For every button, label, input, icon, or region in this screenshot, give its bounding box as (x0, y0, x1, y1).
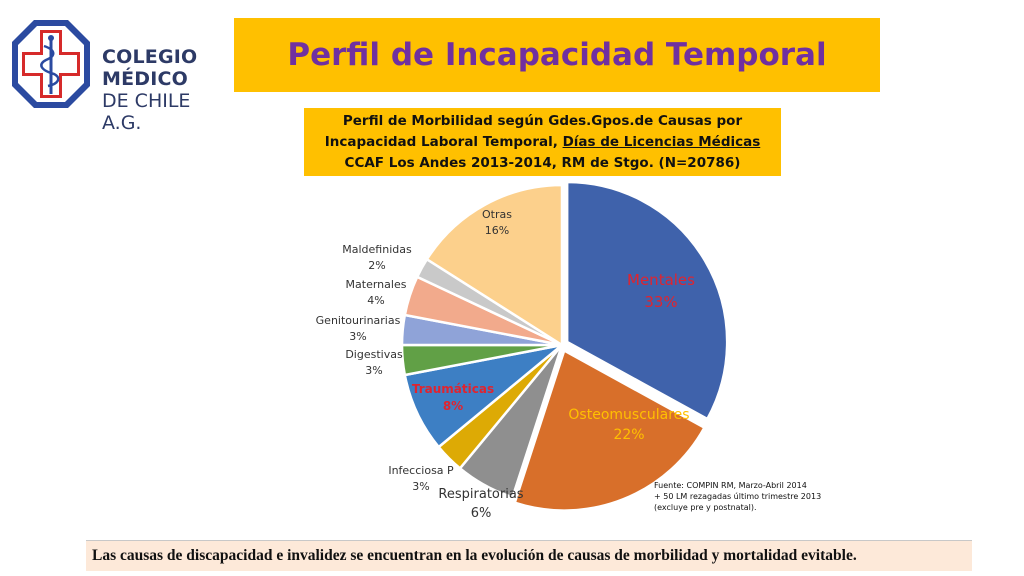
page-title: Perfil de Incapacidad Temporal (287, 37, 827, 73)
title-band: Perfil de Incapacidad Temporal (234, 18, 880, 92)
caduceus-cross-icon (12, 20, 90, 108)
logo-text: COLEGIO MÉDICO DE CHILE A.G. (102, 46, 230, 134)
chart-title: Perfil de Morbilidad según Gdes.Gpos.de … (304, 108, 781, 176)
footer-text: Las causas de discapacidad e invalidez s… (92, 547, 857, 564)
chart-title-post: CCAF Los Andes 2013-2014, RM de Stgo. (N… (344, 155, 741, 171)
source-note: Fuente: COMPIN RM, Marzo-Abril 2014 + 50… (654, 481, 822, 512)
slice-label-digestivas: Digestivas 3% (345, 348, 403, 377)
pie-slice-mentales (565, 180, 729, 421)
slice-label-respiratorias: Respiratorias 6% (438, 487, 523, 521)
pie-slice-otras (425, 183, 564, 348)
slice-label-otras: Otras 16% (482, 208, 512, 237)
colegio-medico-logo: COLEGIO MÉDICO DE CHILE A.G. (10, 18, 230, 134)
pie-slice-osteomusculares (513, 348, 707, 512)
slice-label-genitourinarias: Genitourinarias 3% (316, 314, 401, 343)
slice-label-traum-ticas: Traumáticas 8% (412, 382, 494, 413)
slice-label-infecciosa-p: Infecciosa P 3% (388, 464, 454, 493)
chart-title-pre: Perfil de Morbilidad según Gdes.Gpos.de … (324, 113, 743, 150)
footer-band: Las causas de discapacidad e invalidez s… (86, 540, 972, 571)
slice-label-mentales: Mentales 33% (627, 271, 695, 311)
slice-label-maldefinidas: Maldefinidas 2% (342, 243, 412, 272)
logo-line2: DE CHILE A.G. (102, 90, 191, 134)
slice-label-osteomusculares: Osteomusculares 22% (568, 407, 689, 443)
logo-line1: COLEGIO MÉDICO (102, 46, 198, 90)
chart-title-underlined: Días de Licencias Médicas (562, 134, 761, 150)
slice-label-maternales: Maternales 4% (346, 278, 407, 307)
